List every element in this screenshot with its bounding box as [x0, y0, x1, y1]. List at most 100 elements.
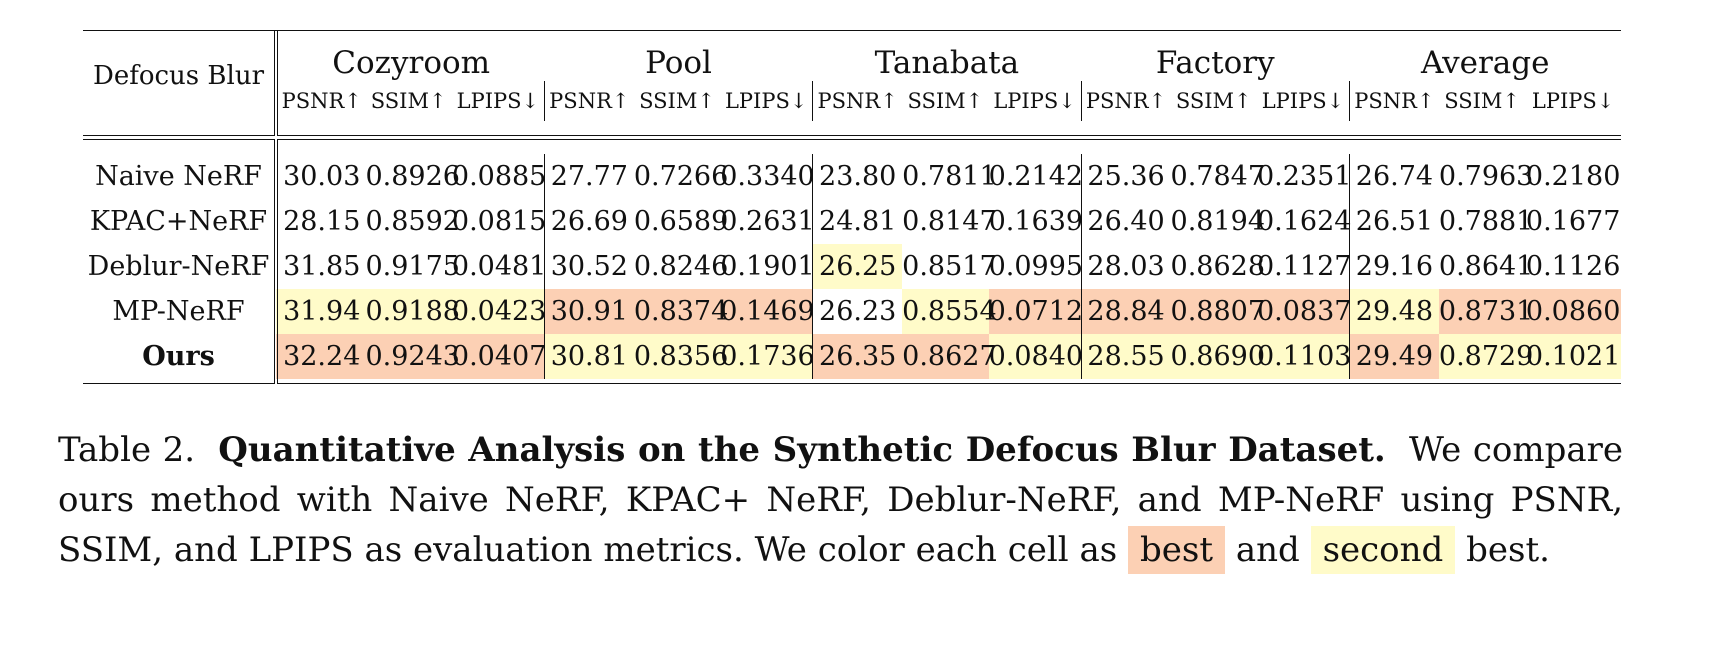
- metric-value-cell: 26.23: [812, 289, 903, 334]
- metric-value-cell: 26.69: [543, 199, 634, 244]
- metric-value-cell: 0.8926: [365, 161, 460, 192]
- metric-header: SSIM↑: [639, 89, 715, 113]
- metric-value-cell: 29.16: [1348, 244, 1439, 289]
- metric-value-cell: 28.15: [283, 206, 361, 237]
- metric-value-cell: 30.81: [543, 334, 634, 379]
- caption-title: Quantitative Analysis on the Synthetic D…: [218, 430, 1386, 470]
- metric-header: LPIPS↓: [993, 89, 1076, 113]
- table-row: Naive NeRF 30.03 0.8926 0.0885 27.77 0.7266 0.…: [83, 154, 1621, 199]
- results-table-container: Defocus Blur Cozyroom Pool Tanabata Fact…: [83, 30, 1621, 384]
- top-rule: [83, 30, 1621, 31]
- metric-value-cell: 0.1021: [1525, 334, 1621, 379]
- metric-value-cell: 0.1624: [1256, 206, 1352, 237]
- header-spacer: [83, 121, 1621, 136]
- metric-header: LPIPS↓: [1261, 89, 1345, 113]
- metric-value-cell: 0.1126: [1525, 251, 1621, 282]
- metric-value-cell: 0.9175: [365, 251, 460, 282]
- metric-value-cell: 26.25: [812, 244, 903, 289]
- metric-value-cell: 0.1736: [720, 334, 815, 379]
- metric-value-cell: 24.81: [812, 199, 903, 244]
- metric-value-cell: 23.80: [812, 154, 903, 199]
- metric-value-cell: 0.0815: [451, 206, 547, 237]
- metric-value-cell: 0.8592: [365, 206, 460, 237]
- metric-value-cell: 0.8374: [633, 289, 728, 334]
- metric-value-cell: 0.8807: [1170, 289, 1265, 334]
- metric-value-cell: 30.91: [543, 289, 634, 334]
- metric-value-cell: 0.2631: [720, 206, 815, 237]
- metric-value-cell: 31.94: [276, 289, 366, 334]
- metric-value-cell: 0.0860: [1525, 289, 1621, 334]
- metric-value-cell: 26.74: [1348, 154, 1439, 199]
- metric-header: SSIM↑: [1444, 89, 1520, 113]
- caption-text-and: and: [1235, 530, 1300, 570]
- metric-value-cell: 28.03: [1080, 244, 1171, 289]
- table-row: KPAC+NeRF 28.15 0.8592 0.0815 26.69 0.6589 0.2…: [83, 199, 1621, 244]
- metric-value-cell: 0.0407: [451, 334, 546, 379]
- method-name-cell: Deblur-NeRF: [83, 244, 278, 289]
- metric-header: SSIM↑: [907, 89, 984, 113]
- bottom-rule: [83, 383, 1621, 384]
- metric-value-cell: 0.8641: [1438, 251, 1534, 282]
- metric-value-cell: 0.8729: [1438, 334, 1533, 379]
- metric-value-cell: 0.8246: [633, 251, 729, 282]
- scene-header-average: Average: [1420, 45, 1550, 81]
- metric-value-cell: 0.1103: [1256, 334, 1351, 379]
- metric-header: LPIPS↓: [456, 89, 540, 113]
- metric-value-cell: 0.1677: [1525, 206, 1621, 237]
- body-spacer: [83, 139, 1621, 154]
- metric-value-cell: 0.1127: [1256, 251, 1352, 282]
- metric-value-cell: 26.40: [1080, 199, 1171, 244]
- metric-value-cell: 0.8731: [1438, 289, 1533, 334]
- metric-value-cell: 0.7847: [1170, 161, 1266, 192]
- results-table-body: Naive NeRF 30.03 0.8926 0.0885 27.77 0.7266 0.…: [83, 154, 1621, 379]
- table-row: Deblur-NeRF 31.85 0.9175 0.0481 30.52 0.8246 0…: [83, 244, 1621, 289]
- metric-value-cell: 0.7266: [633, 161, 729, 192]
- method-name-cell: MP-NeRF: [83, 289, 278, 334]
- metric-value-cell: 26.35: [812, 334, 903, 379]
- method-column-header: Defocus Blur: [83, 31, 278, 121]
- metric-header: SSIM↑: [1175, 89, 1252, 113]
- metric-value-cell: 0.7811: [902, 161, 997, 192]
- metric-value-cell: 0.8690: [1170, 334, 1265, 379]
- metric-header: PSNR↑: [1080, 81, 1171, 121]
- scene-header-row: Defocus Blur Cozyroom Pool Tanabata Fact…: [83, 31, 1621, 121]
- metric-value-cell: 0.0995: [988, 251, 1084, 282]
- metric-header: PSNR↑: [1348, 81, 1439, 121]
- metric-value-cell: 0.9188: [365, 289, 460, 334]
- metric-header: PSNR↑: [812, 81, 903, 121]
- metric-value-cell: 0.0423: [451, 289, 546, 334]
- metric-value-cell: 0.8194: [1170, 206, 1266, 237]
- metric-value-cell: 25.36: [1080, 154, 1171, 199]
- second-color-swatch: second: [1310, 526, 1456, 574]
- metric-value-cell: 28.55: [1080, 334, 1171, 379]
- metric-value-cell: 29.48: [1348, 289, 1439, 334]
- caption-text: We compare ours method with Naive NeRF, …: [58, 430, 1624, 570]
- metric-value-cell: 0.8517: [902, 251, 997, 282]
- metric-header: LPIPS↓: [1531, 89, 1615, 113]
- metric-header: LPIPS↓: [724, 89, 808, 113]
- scene-header-tanabata: Tanabata: [874, 45, 1020, 81]
- metric-value-cell: 0.8627: [902, 334, 997, 379]
- metric-value-cell: 0.7881: [1438, 206, 1534, 237]
- metric-header-row: PSNR↑ SSIM↑ LPIPS↓ PSNR↑ SSIM↑ LPIPS↓ PS…: [83, 81, 1621, 121]
- scene-header-cozyroom: Cozyroom: [332, 45, 491, 81]
- metric-value-cell: 30.52: [543, 244, 634, 289]
- metric-header: PSNR↑: [281, 89, 362, 113]
- metric-value-cell: 0.8356: [633, 334, 728, 379]
- table-row: MP-NeRF 31.94 0.9188 0.0423 30.91 0.8374 0.146…: [83, 289, 1621, 334]
- caption-text-end: best.: [1466, 530, 1550, 570]
- metric-value-cell: 0.0840: [988, 334, 1083, 379]
- metric-value-cell: 0.9243: [365, 334, 460, 379]
- results-table: Defocus Blur Cozyroom Pool Tanabata Fact…: [83, 30, 1621, 384]
- metric-value-cell: 0.0837: [1256, 289, 1351, 334]
- metric-value-cell: 0.8628: [1170, 251, 1266, 282]
- metric-value-cell: 27.77: [543, 154, 634, 199]
- metric-value-cell: 0.6589: [633, 206, 729, 237]
- metric-value-cell: 0.8147: [902, 206, 997, 237]
- caption-label: Table 2.: [58, 430, 196, 470]
- metric-value-cell: 0.2180: [1525, 161, 1621, 192]
- metric-value-cell: 0.8554: [902, 289, 997, 334]
- metric-value-cell: 0.2142: [988, 161, 1084, 192]
- metric-value-cell: 0.1469: [720, 289, 815, 334]
- footer-spacer: [83, 379, 1621, 384]
